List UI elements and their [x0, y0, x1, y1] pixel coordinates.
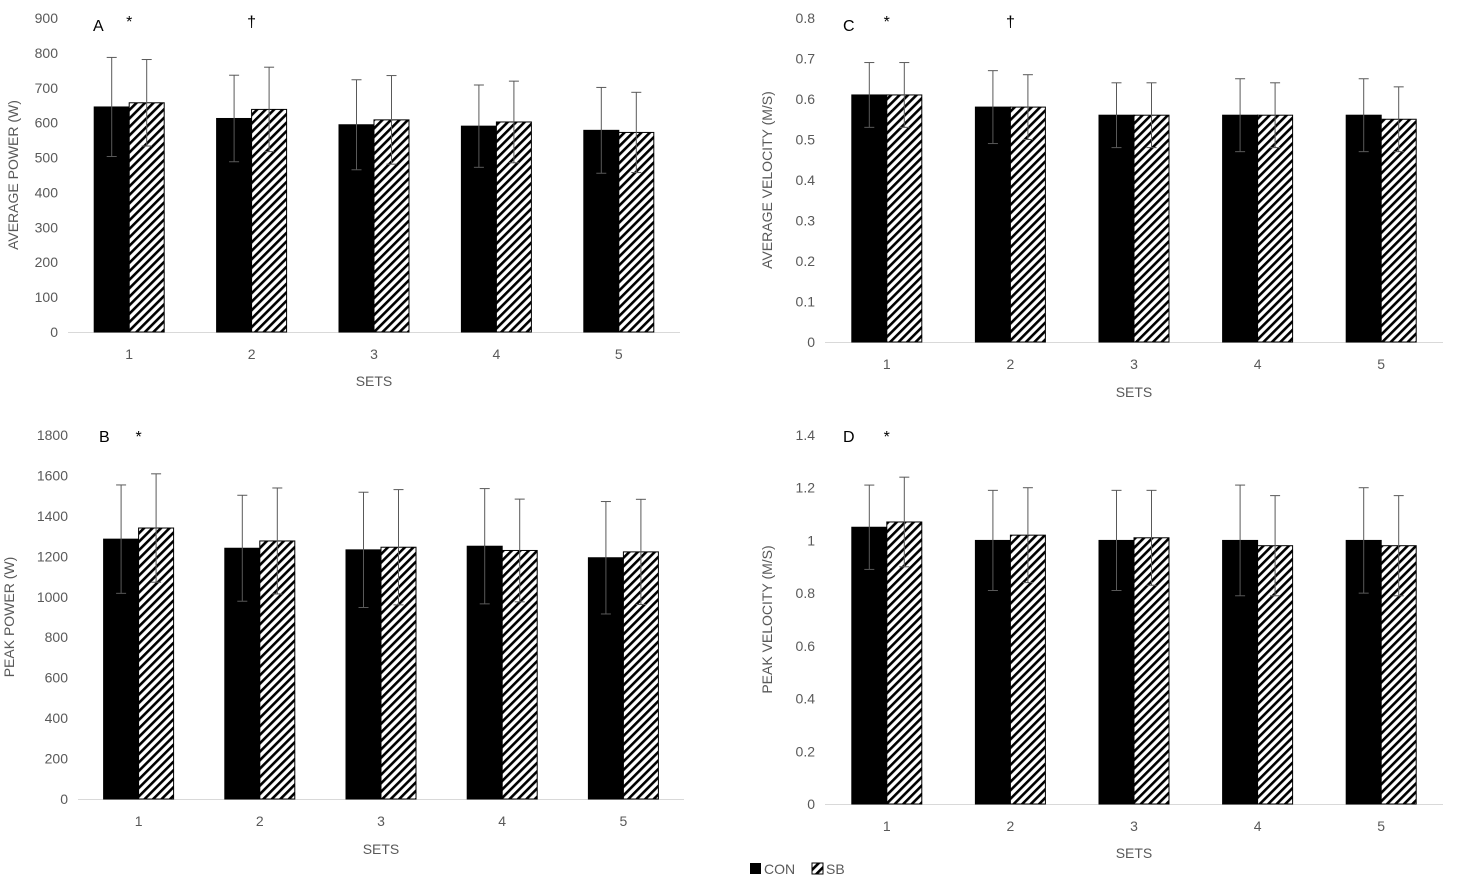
legend-label-sb: SB — [826, 861, 845, 875]
y-tick-label: 600 — [45, 670, 69, 686]
x-tick-label: 2 — [1007, 356, 1015, 372]
bar-sb-set-2 — [1009, 106, 1046, 343]
x-tick-label: 5 — [1377, 356, 1385, 372]
panel-b-chart: 0 200 400 600 800 1000 1200 1400 1600 1800 1 2 3 4 5 * S… — [1, 427, 684, 857]
x-tick-label: 5 — [620, 813, 628, 829]
legend-swatch-sb — [811, 862, 824, 875]
panel-label: B — [99, 429, 110, 446]
bar-con-set-2 — [974, 106, 1011, 343]
x-tick-label: 2 — [256, 813, 264, 829]
y-tick-label: 0.1 — [796, 294, 816, 310]
panel-label: D — [843, 429, 855, 446]
legend-swatch-con — [750, 863, 761, 874]
y-tick-label: 1200 — [37, 548, 68, 564]
x-axis-title: SETS — [356, 373, 393, 389]
x-tick-label: 1 — [883, 818, 891, 834]
x-tick-label: 4 — [1254, 356, 1262, 372]
y-tick-label: 100 — [35, 289, 59, 305]
panel-a-chart: 0 100 200 300 400 500 600 700 800 900 1 2 3 4 5 * † SETS A… — [5, 10, 680, 389]
x-tick-label: 5 — [1377, 818, 1385, 834]
y-tick-label: 0 — [60, 791, 68, 807]
y-tick-label: 0.4 — [796, 172, 816, 188]
y-tick-label: 0 — [807, 334, 815, 350]
y-tick-label: 1000 — [37, 589, 68, 605]
y-tick-label: 0.6 — [796, 638, 816, 654]
y-tick-label: 1.4 — [796, 427, 816, 443]
y-tick-label: 600 — [35, 115, 59, 131]
y-tick-label: 0.8 — [796, 10, 816, 26]
panel-label: A — [93, 18, 104, 35]
y-tick-label: 1400 — [37, 508, 68, 524]
y-tick-label: 0.2 — [796, 253, 816, 269]
bar-sb-set-1 — [886, 94, 923, 343]
panel-c-chart: 0 0.1 0.2 0.3 0.4 0.5 0.6 0.7 0.8 1 2 3 4 5 * † SETS AVER… — [759, 10, 1443, 400]
y-tick-label: 1800 — [37, 427, 68, 443]
y-tick-label: 900 — [35, 10, 59, 26]
y-tick-label: 200 — [35, 254, 59, 270]
x-tick-label: 1 — [883, 356, 891, 372]
x-tick-label: 2 — [248, 346, 256, 362]
x-tick-label: 4 — [493, 346, 501, 362]
x-tick-label: 4 — [498, 813, 506, 829]
y-tick-label: 0 — [50, 324, 58, 340]
x-tick-label: 1 — [135, 813, 143, 829]
y-tick-label: 400 — [35, 184, 59, 200]
x-tick-label: 2 — [1007, 818, 1015, 834]
y-tick-label: 300 — [35, 219, 59, 235]
y-tick-label: 0 — [807, 796, 815, 812]
y-tick-label: 500 — [35, 150, 59, 166]
bar-sb-set-5 — [1380, 118, 1417, 343]
significance-marker: * — [135, 429, 141, 446]
y-axis-title: AVERAGE VELOCITY (M/S) — [759, 91, 775, 269]
y-tick-label: 0.6 — [796, 91, 816, 107]
y-tick-label: 400 — [45, 710, 69, 726]
y-tick-label: 200 — [45, 751, 69, 767]
legend: CON SB — [750, 861, 845, 875]
bar-sb-set-4 — [1257, 114, 1294, 343]
panel-label: C — [843, 18, 855, 35]
y-tick-label: 0.8 — [796, 585, 816, 601]
significance-marker: † — [1006, 14, 1015, 31]
significance-marker: † — [247, 14, 256, 31]
x-tick-label: 4 — [1254, 818, 1262, 834]
bar-con-set-3 — [1098, 114, 1135, 343]
significance-marker: * — [884, 429, 890, 446]
y-tick-label: 1600 — [37, 467, 68, 483]
y-tick-label: 0.7 — [796, 51, 816, 67]
x-tick-label: 3 — [377, 813, 385, 829]
x-tick-label: 1 — [125, 346, 133, 362]
y-tick-label: 800 — [35, 45, 59, 61]
legend-label-con: CON — [764, 861, 795, 875]
significance-marker: * — [126, 14, 132, 31]
y-tick-label: 0.2 — [796, 743, 816, 759]
bar-con-set-1 — [851, 94, 888, 343]
x-tick-label: 3 — [370, 346, 378, 362]
y-axis-title: PEAK VELOCITY (M/S) — [759, 545, 775, 693]
y-tick-label: 0.3 — [796, 213, 816, 229]
y-axis-title: AVERAGE POWER (W) — [5, 100, 21, 250]
bar-sb-set-3 — [1133, 114, 1170, 343]
x-axis-title: SETS — [1116, 384, 1153, 400]
y-tick-label: 0.5 — [796, 132, 816, 148]
x-tick-label: 5 — [615, 346, 623, 362]
panel-d-chart: 0 0.2 0.4 0.6 0.8 1 1.2 1.4 1 2 3 4 5 * SETS PEAK VELOC… — [759, 427, 1443, 861]
y-axis-title: PEAK POWER (W) — [1, 557, 17, 678]
y-tick-label: 1.2 — [796, 480, 816, 496]
x-tick-label: 3 — [1130, 356, 1138, 372]
significance-marker: * — [884, 14, 890, 31]
x-tick-label: 3 — [1130, 818, 1138, 834]
y-tick-label: 700 — [35, 80, 59, 96]
x-axis-title: SETS — [363, 841, 400, 857]
y-tick-label: 1 — [807, 532, 815, 548]
y-tick-label: 800 — [45, 629, 69, 645]
x-axis-title: SETS — [1116, 845, 1153, 861]
y-tick-label: 0.4 — [796, 691, 816, 707]
